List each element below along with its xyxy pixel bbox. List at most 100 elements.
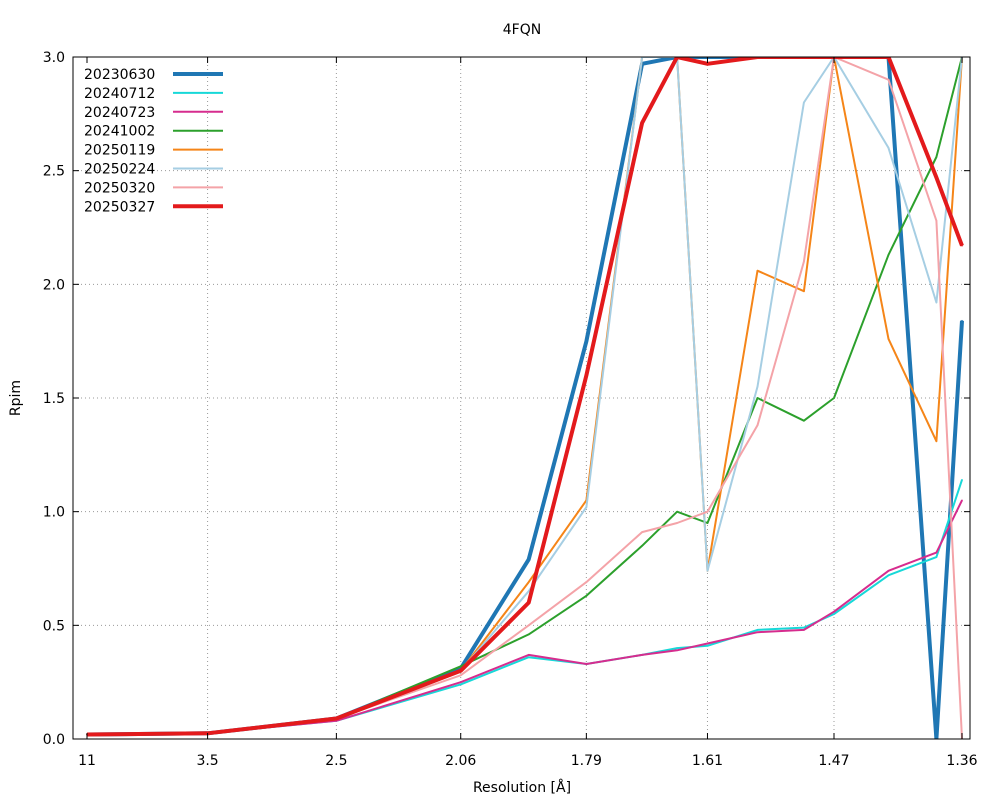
data-point bbox=[803, 101, 805, 104]
data-point bbox=[833, 397, 835, 399]
data-point bbox=[803, 629, 805, 631]
data-point bbox=[527, 633, 530, 636]
data-point bbox=[935, 551, 938, 554]
data-point bbox=[641, 545, 643, 547]
chart-title: 4FQN bbox=[503, 22, 541, 38]
data-point bbox=[585, 581, 588, 583]
data-point bbox=[585, 663, 588, 665]
data-point bbox=[585, 374, 588, 377]
data-point bbox=[756, 629, 759, 631]
y-tick-label: 3.0 bbox=[43, 50, 65, 66]
x-axis-label: Resolution [Å] bbox=[473, 779, 571, 796]
x-tick-label: 3.5 bbox=[196, 753, 218, 769]
data-point bbox=[527, 624, 530, 627]
data-point bbox=[803, 290, 805, 293]
legend-label: 20250224 bbox=[84, 162, 155, 178]
data-point bbox=[887, 254, 890, 256]
x-tick-label: 1.61 bbox=[692, 753, 723, 769]
data-point bbox=[961, 319, 963, 322]
data-point bbox=[803, 419, 805, 422]
data-point bbox=[706, 510, 709, 513]
data-point bbox=[833, 610, 835, 613]
data-point bbox=[459, 670, 462, 672]
data-point bbox=[459, 674, 462, 677]
data-point bbox=[803, 626, 805, 629]
y-tick-label: 1.5 bbox=[43, 391, 65, 407]
gridlines bbox=[73, 57, 970, 739]
y-tick-label: 2.5 bbox=[43, 164, 65, 180]
data-point bbox=[756, 631, 759, 633]
data-point bbox=[887, 338, 890, 340]
ticks: 0.0 0.5 1.0 1.5 2.0 2.5 3.0 11 3.5 2.5 2.06 1.79 1.6… bbox=[43, 50, 978, 769]
y-tick-label: 2.0 bbox=[43, 277, 65, 293]
data-point bbox=[527, 656, 530, 658]
data-point bbox=[756, 424, 759, 427]
data-point bbox=[803, 260, 805, 263]
data-point bbox=[641, 654, 643, 656]
data-point bbox=[585, 340, 588, 343]
data-point bbox=[706, 522, 709, 524]
series-line-20250327 bbox=[86, 57, 964, 737]
data-point bbox=[756, 397, 759, 399]
x-tick-label: 1.47 bbox=[818, 753, 849, 769]
data-point bbox=[459, 681, 462, 683]
series-20240723 bbox=[86, 499, 963, 736]
data-point bbox=[641, 122, 643, 124]
data-point bbox=[527, 558, 530, 561]
y-tick-label: 0.0 bbox=[43, 732, 65, 748]
data-point bbox=[706, 570, 709, 572]
y-tick-label: 0.5 bbox=[43, 618, 65, 634]
data-point bbox=[706, 645, 709, 647]
data-point bbox=[935, 440, 938, 443]
data-point bbox=[756, 385, 759, 388]
data-point bbox=[756, 269, 759, 272]
data-point bbox=[887, 574, 890, 577]
data-point bbox=[887, 570, 890, 572]
data-point bbox=[935, 156, 938, 158]
x-tick-label: 11 bbox=[78, 753, 96, 769]
data-point bbox=[676, 647, 678, 649]
data-point bbox=[935, 176, 938, 179]
data-point bbox=[935, 219, 938, 222]
legend-label: 20240712 bbox=[84, 86, 155, 102]
data-point bbox=[459, 683, 462, 686]
data-point bbox=[676, 510, 678, 513]
data-point bbox=[459, 665, 462, 668]
data-point bbox=[585, 506, 588, 508]
legend: 20230630 20240712 20240723 20241002 20250119… bbox=[84, 67, 223, 215]
legend-label: 20250119 bbox=[84, 143, 155, 159]
data-point bbox=[706, 63, 709, 65]
data-point bbox=[585, 595, 588, 597]
data-point bbox=[935, 556, 938, 558]
data-point bbox=[935, 301, 938, 304]
data-point bbox=[527, 601, 530, 604]
legend-label: 20241002 bbox=[84, 124, 155, 140]
data-point bbox=[335, 717, 338, 720]
y-tick-label: 1.0 bbox=[43, 505, 65, 521]
data-point bbox=[961, 244, 963, 247]
series-group bbox=[86, 57, 964, 739]
y-axis-label: Rpim bbox=[8, 380, 24, 416]
data-point bbox=[961, 479, 963, 481]
data-point bbox=[641, 531, 643, 533]
data-point bbox=[676, 522, 678, 524]
data-point bbox=[527, 590, 530, 592]
x-tick-label: 1.79 bbox=[571, 753, 602, 769]
data-point bbox=[887, 78, 890, 81]
data-point bbox=[961, 499, 963, 502]
x-tick-label: 2.06 bbox=[445, 753, 476, 769]
data-point bbox=[833, 613, 835, 615]
data-point bbox=[527, 581, 530, 583]
legend-label: 20230630 bbox=[84, 67, 155, 83]
x-tick-label: 2.5 bbox=[325, 753, 347, 769]
x-tick-label: 1.36 bbox=[946, 753, 977, 769]
legend-label: 20240723 bbox=[84, 105, 155, 121]
data-point bbox=[527, 654, 530, 656]
data-point bbox=[887, 147, 890, 149]
data-point bbox=[706, 642, 709, 645]
legend-label: 20250320 bbox=[84, 180, 155, 196]
legend-label: 20250327 bbox=[84, 199, 155, 215]
data-point bbox=[676, 649, 678, 652]
